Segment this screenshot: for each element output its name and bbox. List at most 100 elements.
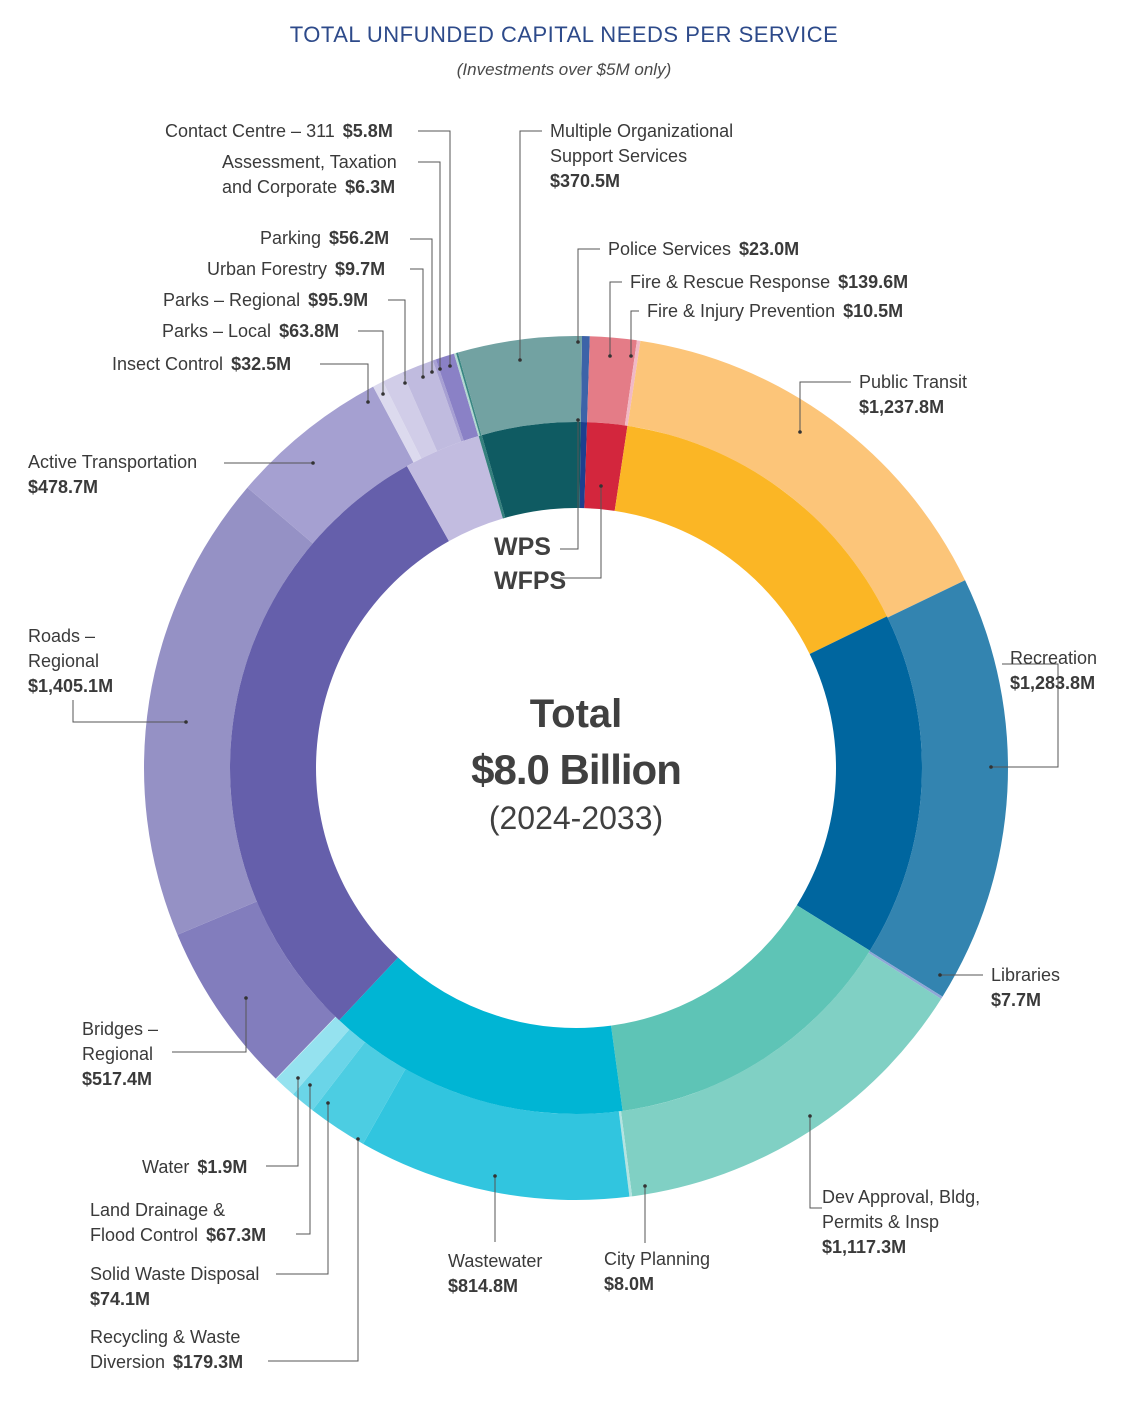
- leader-line-4: [991, 663, 1059, 768]
- leader-dot-12: [296, 1076, 300, 1080]
- slice-label-7: City Planning $8.0M: [604, 1249, 710, 1294]
- dept-leader-1: [560, 486, 602, 579]
- slice-label-18: Parks – Regional $95.9M: [163, 290, 368, 310]
- slice-label-21: Assessment, Taxation and Corporate $6.3M: [222, 152, 397, 197]
- leader-line-18: [388, 299, 406, 383]
- leader-line-0: [577, 248, 600, 342]
- slice-label-17: Parks – Local $63.8M: [162, 321, 339, 341]
- slice-10: [293, 1029, 365, 1111]
- slice-0: [580, 336, 590, 423]
- leader-dot-20: [430, 370, 434, 374]
- leader-dot-3: [798, 430, 802, 434]
- dept-leader-dot-0: [576, 418, 580, 422]
- slice-2: [624, 340, 641, 426]
- slice-label-12: Water $1.9M: [142, 1157, 247, 1177]
- leader-dot-21: [438, 367, 442, 371]
- leader-dot-14: [184, 720, 188, 724]
- slice-20: [435, 353, 479, 441]
- leader-line-13: [172, 998, 247, 1053]
- leader-dot-8: [493, 1174, 497, 1178]
- slice-label-6: Dev Approval, Bldg, Permits & Insp $1,117.…: [822, 1187, 980, 1257]
- inner-ring: [230, 421, 922, 1114]
- slice-label-5: Libraries $7.7M: [991, 965, 1060, 1010]
- slice-11: [276, 1017, 350, 1095]
- slice-label-14: Roads – Regional $1,405.1M: [28, 626, 113, 696]
- leader-dot-1: [608, 354, 612, 358]
- leader-line-2: [630, 310, 639, 356]
- leader-dot-5: [938, 973, 942, 977]
- slice-label-11: Land Drainage & Flood Control $67.3M: [90, 1200, 266, 1245]
- slice-label-10: Solid Waste Disposal $74.1M: [90, 1264, 259, 1309]
- leader-dot-4: [989, 765, 993, 769]
- slice-9: [312, 1042, 406, 1144]
- leader-dot-18: [403, 381, 407, 385]
- slice-7: [618, 1111, 633, 1197]
- slice-5: [868, 951, 943, 999]
- inner-group-9: [481, 421, 581, 518]
- inner-group-6: [230, 466, 449, 1021]
- slice-label-1: Fire & Rescue Response $139.6M: [630, 272, 908, 292]
- slice-13: [177, 901, 336, 1079]
- slice-label-13: Bridges – Regional $517.4M: [82, 1019, 158, 1089]
- inner-group-3: [796, 616, 922, 951]
- leader-dot-15: [311, 461, 315, 465]
- leader-line-16: [320, 363, 369, 402]
- outer-ring: [143, 335, 1008, 1200]
- slice-8: [363, 1069, 630, 1200]
- inner-group-2: [614, 425, 887, 655]
- slice-19: [432, 359, 464, 442]
- leader-line-22: [418, 130, 451, 366]
- inner-group-4: [611, 905, 870, 1111]
- slice-3: [627, 340, 966, 618]
- chart-subtitle: (Investments over $5M only): [456, 60, 672, 79]
- slice-label-3: Public Transit $1,237.8M: [859, 372, 967, 417]
- center-total-value: $8.0 Billion: [471, 746, 682, 793]
- leader-dot-17: [381, 392, 385, 396]
- leader-line-1: [609, 281, 622, 356]
- inner-group-7: [406, 435, 503, 542]
- leader-lines: [72, 130, 1059, 1362]
- slice-4: [869, 580, 1008, 997]
- slice-label-4: Recreation $1,283.8M: [1010, 648, 1097, 693]
- leader-line-20: [410, 238, 433, 372]
- slice-23: [457, 335, 583, 436]
- slice-label-2: Fire & Injury Prevention $10.5M: [647, 301, 903, 321]
- leader-dot-6: [808, 1114, 812, 1118]
- slice-label-22: Contact Centre – 311 $5.8M: [165, 121, 393, 141]
- inner-group-5: [339, 957, 623, 1114]
- slice-6: [620, 952, 942, 1197]
- leader-dot-23: [518, 358, 522, 362]
- slice-label-0: Police Services $23.0M: [608, 239, 799, 259]
- leader-line-21: [418, 161, 441, 369]
- dept-leader-0: [560, 420, 579, 550]
- inner-group-1: [584, 422, 628, 511]
- leader-line-19: [410, 268, 424, 377]
- wfps-label: WFPS: [494, 567, 567, 595]
- slice-labels: Police Services $23.0M Fire & Rescue Respo…: [28, 121, 1097, 1372]
- leader-line-10: [276, 1103, 329, 1275]
- center-total-label: Total: [529, 692, 623, 736]
- leader-line-3: [799, 381, 851, 432]
- inner-group-8: [478, 435, 506, 519]
- slice-label-19: Urban Forestry $9.7M: [207, 259, 385, 279]
- leader-line-12: [266, 1078, 299, 1167]
- slice-label-9: Recycling & Waste Diversion $179.3M: [90, 1327, 243, 1372]
- leader-dot-16: [366, 400, 370, 404]
- center-period: (2024-2033): [488, 800, 664, 836]
- slice-17: [382, 372, 438, 459]
- slice-18: [402, 360, 462, 452]
- leader-line-9: [268, 1139, 359, 1362]
- inner-group-0: [579, 422, 588, 509]
- leader-line-14: [72, 700, 186, 723]
- leader-dot-9: [356, 1137, 360, 1141]
- leader-line-6: [809, 1116, 822, 1209]
- slice-16: [373, 381, 422, 463]
- slice-14: [143, 487, 313, 935]
- chart-title: TOTAL UNFUNDED CAPITAL NEEDS PER SERVICE: [289, 22, 839, 47]
- leader-dot-0: [576, 340, 580, 344]
- dept-leader-dot-1: [599, 484, 603, 488]
- slice-15: [247, 386, 414, 544]
- slice-1: [587, 336, 637, 426]
- wps-label: WPS: [494, 533, 551, 561]
- leader-line-17: [358, 330, 384, 394]
